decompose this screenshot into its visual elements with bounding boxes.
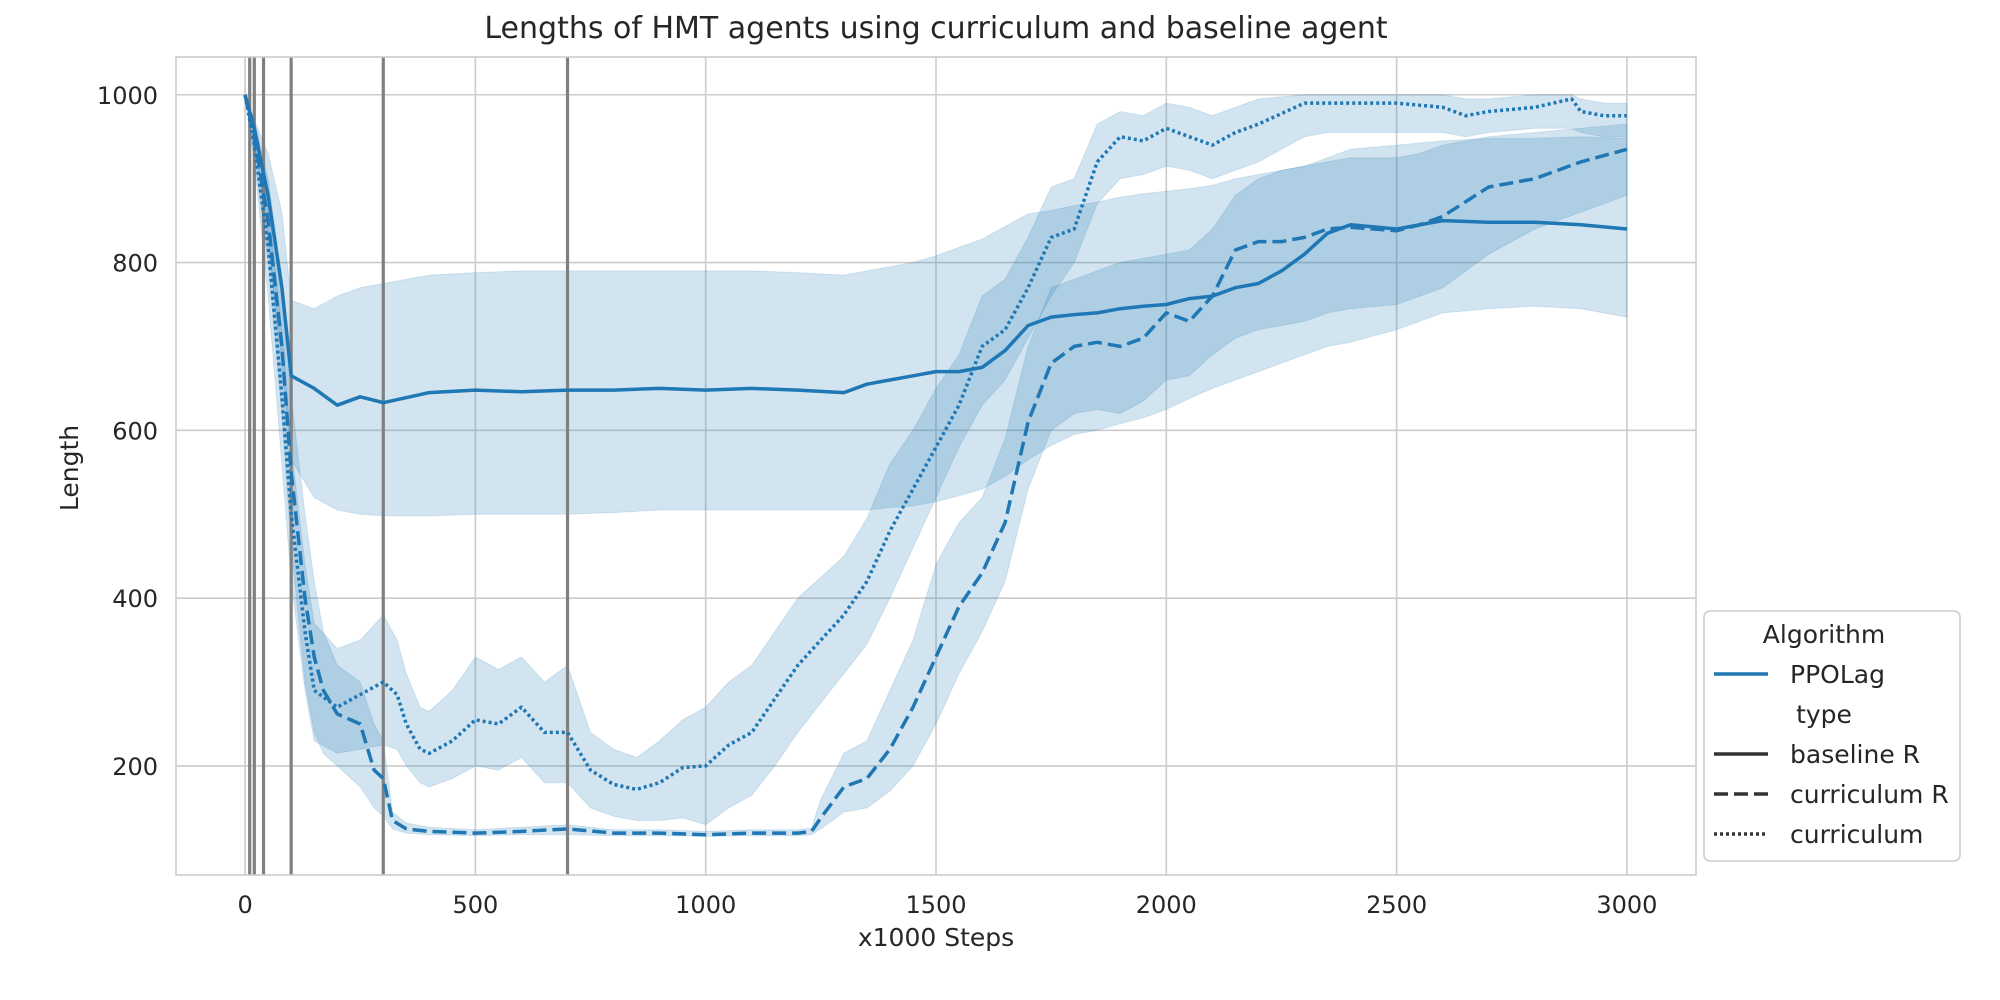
y-tick-label: 600 [112, 417, 158, 445]
series-line [243, 94, 1627, 792]
series-line [243, 94, 1628, 407]
confidence-band [244, 94, 1628, 837]
grid [176, 57, 1696, 875]
plot-frame [175, 56, 1697, 876]
y-axis-label: Length [55, 425, 84, 511]
x-tick-label: 1500 [905, 891, 966, 919]
x-tick-label: 500 [452, 891, 498, 919]
x-tick-label: 2500 [1366, 891, 1427, 919]
confidence-band [244, 94, 1628, 826]
chart-title: Lengths of HMT agents using curriculum a… [484, 11, 1387, 46]
legend-header: type [1796, 700, 1852, 729]
y-tick-labels: 200 400 600 800 1000 [97, 82, 158, 781]
legend-label: curriculum R [1790, 780, 1949, 809]
y-tick-label: 1000 [97, 82, 158, 110]
series-lines [243, 94, 1628, 837]
x-tick-label: 2000 [1136, 891, 1197, 919]
x-tick-label: 3000 [1596, 891, 1657, 919]
legend: Algorithm PPOLag type baseline R curriculum … [1703, 610, 1961, 862]
legend-label: PPOLag [1790, 660, 1885, 689]
legend-header: Algorithm [1763, 620, 1885, 649]
x-tick-labels: 0 500 1000 1500 2000 2500 3000 [237, 891, 1657, 919]
series-line [243, 94, 1628, 837]
y-tick-label: 400 [112, 585, 158, 613]
y-tick-label: 200 [112, 753, 158, 781]
x-axis-label: x1000 Steps [858, 923, 1014, 952]
y-tick-label: 800 [112, 250, 158, 278]
legend-label: baseline R [1790, 740, 1920, 769]
x-tick-label: 0 [237, 891, 252, 919]
legend-label: curriculum [1790, 820, 1923, 849]
x-tick-label: 1000 [675, 891, 736, 919]
